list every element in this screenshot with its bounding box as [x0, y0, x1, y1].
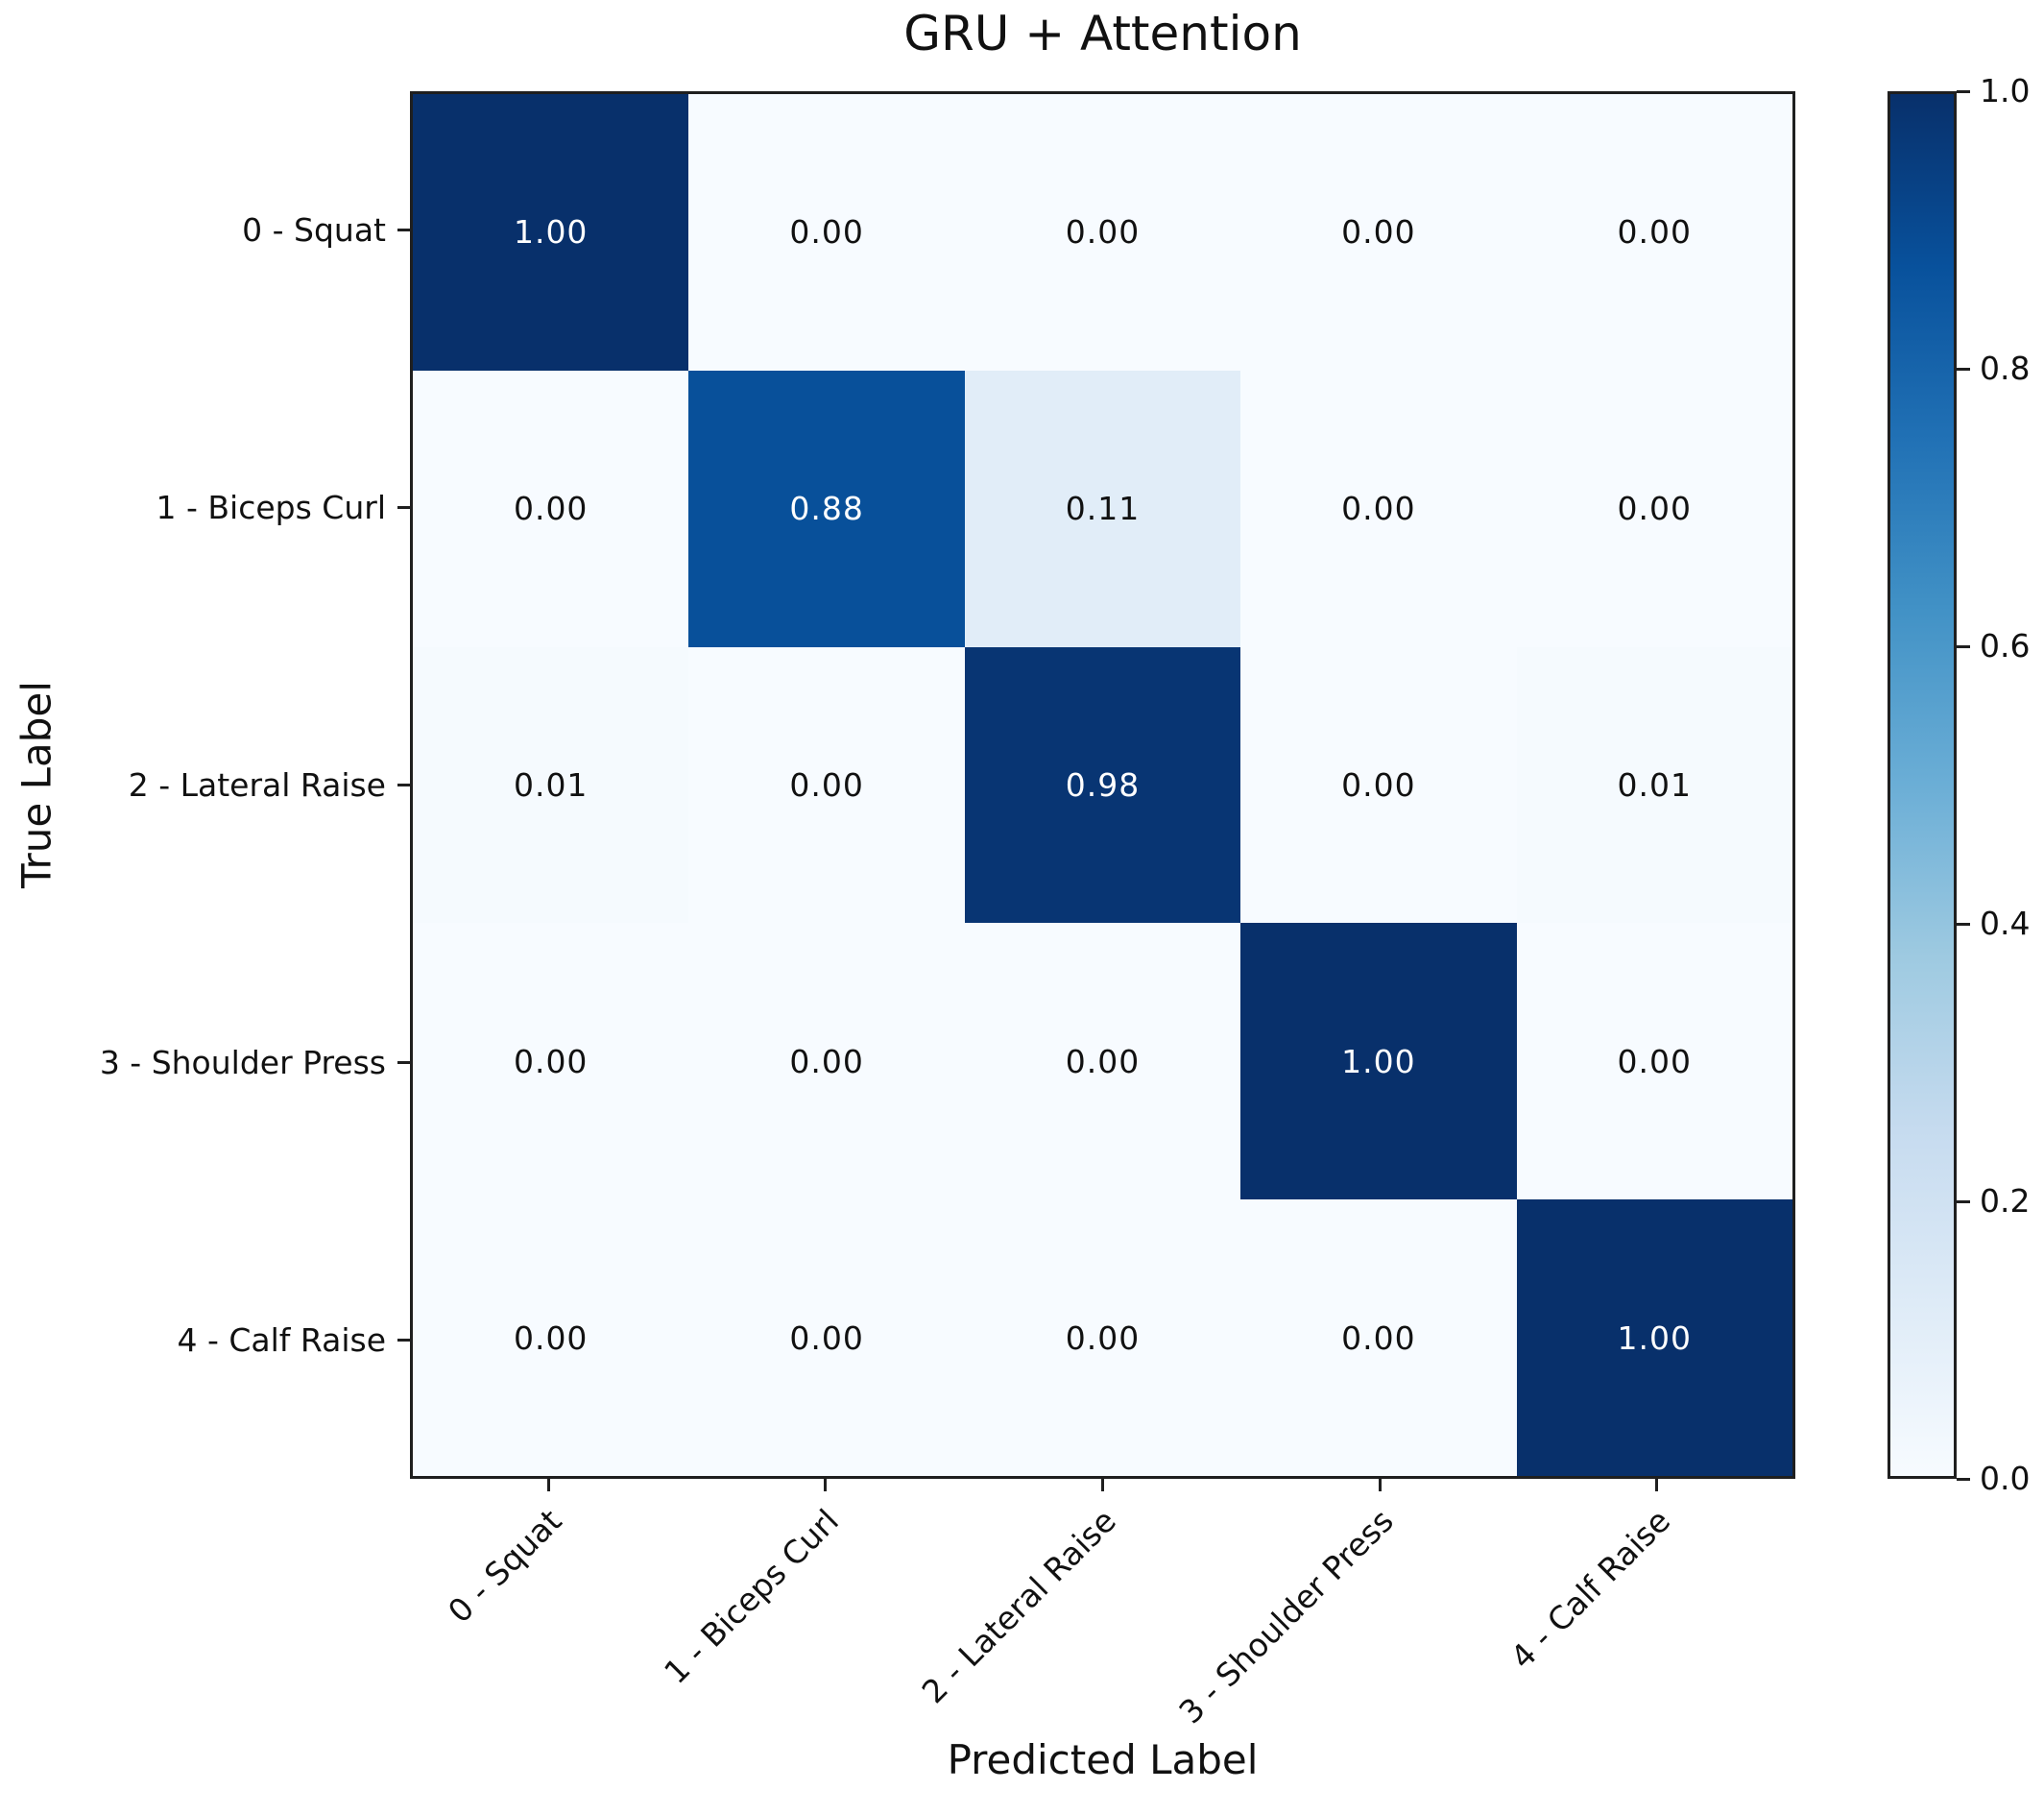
- matrix-cell: 0.00: [1240, 370, 1517, 647]
- colorbar-tick-label: 0.8: [1980, 350, 2031, 387]
- colorbar-tick-mark: [1957, 89, 1970, 93]
- matrix-cell: 0.00: [1240, 94, 1517, 371]
- y-tick-label: 0 - Squat: [242, 210, 386, 249]
- matrix-cell-value: 0.01: [513, 765, 589, 804]
- matrix-cell-value: 0.00: [1617, 490, 1693, 528]
- x-tick-mark: [1378, 1479, 1382, 1491]
- matrix-cell: 1.00: [413, 94, 689, 371]
- colorbar-tick-mark: [1957, 644, 1970, 648]
- matrix-cell: 0.00: [1516, 370, 1792, 647]
- matrix-cell-value: 0.00: [789, 1042, 864, 1080]
- matrix-cell-value: 0.11: [1065, 490, 1141, 528]
- matrix-cell: 0.00: [1516, 94, 1792, 371]
- matrix-cell: 0.00: [413, 923, 689, 1200]
- colorbar-tick-mark: [1957, 922, 1970, 926]
- x-tick-label: 3 - Shoulder Press: [1171, 1502, 1401, 1731]
- matrix-cell-value: 0.00: [1341, 490, 1416, 528]
- matrix-cell-value: 0.00: [513, 490, 589, 528]
- x-tick-mark: [1101, 1479, 1104, 1491]
- matrix-cell: 0.00: [1516, 923, 1792, 1200]
- x-tick-label: 0 - Squat: [441, 1502, 569, 1631]
- matrix-cell-value: 1.00: [1341, 1042, 1416, 1080]
- chart-title: GRU + Attention: [903, 6, 1302, 61]
- matrix-cell: 0.00: [688, 646, 965, 924]
- matrix-cell-value: 0.00: [789, 765, 864, 804]
- matrix-cell: 0.98: [964, 646, 1241, 924]
- colorbar-tick-label: 0.0: [1980, 1460, 2031, 1497]
- matrix-cell: 0.00: [964, 923, 1241, 1200]
- matrix-cell-value: 0.00: [789, 1318, 864, 1357]
- colorbar-tick-label: 1.0: [1980, 72, 2031, 109]
- matrix-cell-value: 0.00: [1341, 213, 1416, 252]
- matrix-cell: 0.00: [688, 1199, 965, 1476]
- y-tick-mark: [397, 229, 410, 231]
- x-tick-mark: [824, 1479, 828, 1491]
- colorbar-tick-label: 0.6: [1980, 627, 2031, 665]
- matrix-cell-value: 0.00: [1341, 765, 1416, 804]
- matrix-cell: 0.00: [964, 1199, 1241, 1476]
- matrix-cell: 0.01: [1516, 646, 1792, 924]
- colorbar-tick-mark: [1957, 367, 1970, 371]
- matrix-cell: 0.00: [413, 370, 689, 647]
- matrix-cell-value: 1.00: [513, 213, 589, 252]
- matrix-cell: 0.00: [964, 94, 1241, 371]
- colorbar-tick-mark: [1957, 1477, 1970, 1481]
- y-tick-mark: [397, 784, 410, 786]
- x-tick-mark: [1655, 1479, 1659, 1491]
- colorbar-tick-label: 0.2: [1980, 1182, 2031, 1220]
- matrix-cell-value: 0.00: [1065, 1042, 1141, 1080]
- matrix-cell-value: 0.00: [1341, 1318, 1416, 1357]
- matrix-cell: 0.00: [413, 1199, 689, 1476]
- colorbar-tick-label: 0.4: [1980, 905, 2031, 942]
- x-tick-label: 4 - Calf Raise: [1503, 1502, 1678, 1677]
- matrix-cell: 0.00: [688, 94, 965, 371]
- y-tick-mark: [397, 1061, 410, 1064]
- matrix-cell-value: 0.00: [513, 1318, 589, 1357]
- x-tick-label: 1 - Biceps Curl: [657, 1502, 847, 1691]
- heatmap-plot: 1.00 0.00 0.00 0.00 0.00 0.00 0.88 0.11 0.00 0.00…: [410, 91, 1795, 1479]
- matrix-cell-value: 0.00: [1617, 213, 1693, 252]
- y-tick-label: 1 - Biceps Curl: [156, 488, 386, 526]
- matrix-cell-value: 0.00: [789, 213, 864, 252]
- matrix-cell: 0.00: [1240, 646, 1517, 924]
- matrix-cell: 0.00: [1240, 1199, 1517, 1476]
- matrix-cell-value: 0.98: [1065, 765, 1141, 804]
- matrix-cell: 0.88: [688, 370, 965, 647]
- colorbar: [1888, 91, 1957, 1479]
- matrix-cell: 0.11: [964, 370, 1241, 647]
- matrix-cell: 0.01: [413, 646, 689, 924]
- x-tick-label: 2 - Lateral Raise: [914, 1502, 1124, 1711]
- x-axis-label: Predicted Label: [947, 1736, 1259, 1783]
- matrix-cell-value: 0.01: [1617, 765, 1693, 804]
- y-tick-label: 3 - Shoulder Press: [99, 1043, 386, 1081]
- y-tick-label: 2 - Lateral Raise: [128, 765, 386, 804]
- matrix-cell-value: 0.00: [513, 1042, 589, 1080]
- y-tick-label: 4 - Calf Raise: [177, 1320, 386, 1359]
- matrix-cell-value: 1.00: [1617, 1318, 1693, 1357]
- matrix-cell-value: 0.00: [1617, 1042, 1693, 1080]
- matrix-cell: 1.00: [1516, 1199, 1792, 1476]
- y-tick-mark: [397, 506, 410, 509]
- colorbar-tick-mark: [1957, 1199, 1970, 1203]
- matrix-cell: 0.00: [688, 923, 965, 1200]
- y-tick-mark: [397, 1339, 410, 1342]
- matrix-cell-value: 0.88: [789, 490, 864, 528]
- x-tick-mark: [546, 1479, 550, 1491]
- matrix-cell-value: 0.00: [1065, 213, 1141, 252]
- matrix-cell-value: 0.00: [1065, 1318, 1141, 1357]
- matrix-cell: 1.00: [1240, 923, 1517, 1200]
